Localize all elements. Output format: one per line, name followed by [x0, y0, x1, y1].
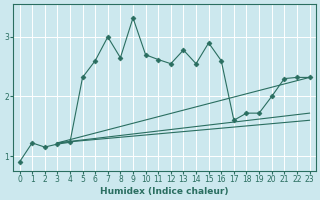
X-axis label: Humidex (Indice chaleur): Humidex (Indice chaleur)	[100, 187, 229, 196]
